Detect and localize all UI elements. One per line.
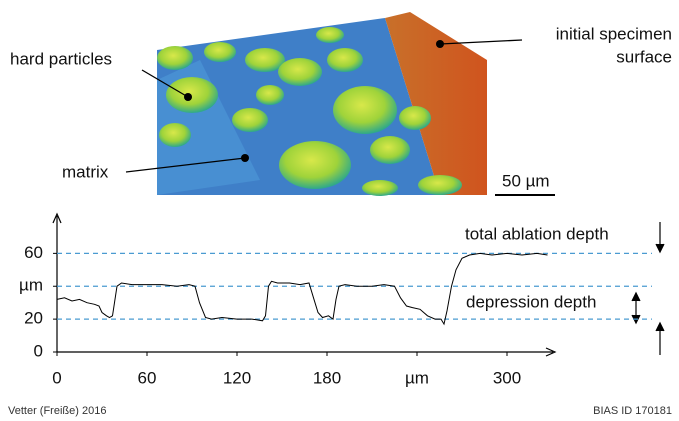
y-tick-label: 20 (24, 309, 43, 328)
label: surface (616, 47, 672, 66)
x-tick-label: µm (405, 368, 429, 387)
y-tick-label: 0 (34, 341, 43, 360)
footer: Vetter (Freiße) 2016 (8, 405, 106, 417)
label: initial specimen (556, 24, 672, 43)
x-tick-label: 180 (313, 368, 341, 387)
annotation: total ablation depth (465, 224, 609, 243)
x-tick-label: 300 (493, 368, 521, 387)
footer: BIAS ID 170181 (593, 405, 672, 417)
label: matrix (62, 162, 109, 181)
x-tick-label: 60 (138, 368, 157, 387)
label: hard particles (10, 49, 112, 68)
annotation: depression depth (466, 292, 596, 311)
y-tick-label: 60 (24, 243, 43, 262)
y-tick-label: µm (19, 276, 43, 295)
axes (52, 212, 665, 357)
profile-line (56, 252, 548, 326)
x-tick-label: 120 (223, 368, 251, 387)
scale-label: 50 µm (502, 171, 550, 190)
x-tick-label: 0 (52, 368, 61, 387)
surface-image (125, 12, 555, 196)
